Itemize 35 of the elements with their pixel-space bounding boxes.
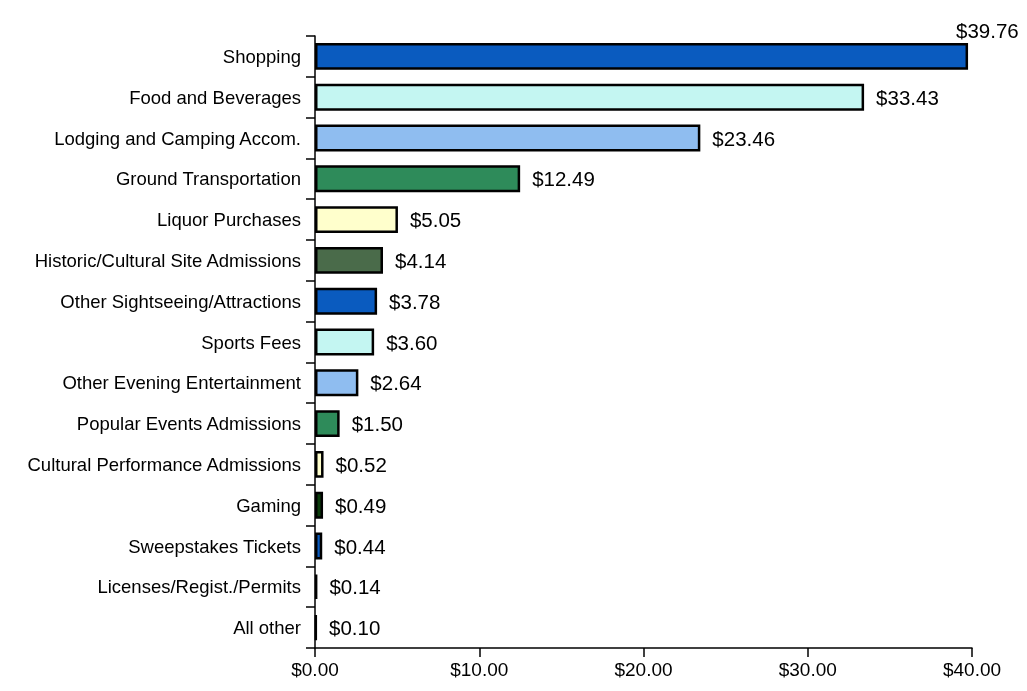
x-tick-label: $0.00 <box>291 659 339 680</box>
data-label: $0.49 <box>335 493 387 517</box>
y-tick-label: Popular Events Admissions <box>76 413 301 435</box>
x-tick-label: $30.00 <box>778 659 837 680</box>
data-label: $1.50 <box>351 412 403 436</box>
y-tick-label: Historic/Cultural Site Admissions <box>34 249 301 271</box>
data-label: $0.52 <box>335 452 387 476</box>
data-label: $0.14 <box>329 575 381 599</box>
data-label: $5.05 <box>409 208 462 232</box>
y-tick-label: Ground Transportation <box>115 168 301 190</box>
y-tick-label: Food and Beverages <box>129 86 301 108</box>
data-label: $23.46 <box>712 126 776 150</box>
data-label: $2.64 <box>370 371 422 395</box>
y-tick-label: Lodging and Camping Accom. <box>54 127 301 149</box>
y-tick-label: Other Sightseeing/Attractions <box>60 290 301 312</box>
data-label: $3.60 <box>386 330 438 354</box>
x-tick-label: $10.00 <box>450 659 509 680</box>
y-tick-label: All other <box>233 617 301 639</box>
data-label: $0.10 <box>329 616 381 640</box>
y-tick-label: Sports Fees <box>201 331 301 353</box>
y-tick-label: Other Evening Entertainment <box>62 372 301 394</box>
data-label: $33.43 <box>876 85 939 109</box>
y-tick-label: Licenses/Regist./Permits <box>97 576 301 598</box>
y-tick-label: Cultural Performance Admissions <box>27 453 301 475</box>
x-tick-label: $40.00 <box>942 659 1002 680</box>
data-label: $3.78 <box>389 289 441 313</box>
data-label: $0.44 <box>334 534 386 558</box>
data-label: $12.49 <box>532 167 595 191</box>
y-tick-label: Gaming <box>236 494 301 516</box>
data-label: $39.76 <box>956 18 1019 42</box>
y-tick-label: Shopping <box>222 45 301 67</box>
data-label: $4.14 <box>395 248 447 272</box>
y-tick-label: Liquor Purchases <box>157 209 301 231</box>
x-tick-label: $20.00 <box>614 659 673 680</box>
y-tick-label: Sweepstakes Tickets <box>128 535 301 557</box>
